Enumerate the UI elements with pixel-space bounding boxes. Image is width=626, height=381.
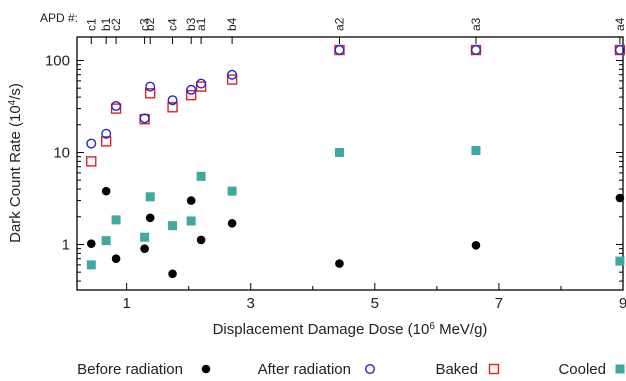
data-point xyxy=(111,215,121,225)
data-point xyxy=(186,196,196,205)
data-point xyxy=(186,84,197,95)
data-point xyxy=(335,259,344,268)
data-point xyxy=(86,260,96,270)
data-point xyxy=(101,128,112,139)
x-tick-label: 1 xyxy=(122,295,130,312)
data-point xyxy=(86,138,97,149)
y-axis-label-superscript: 4 xyxy=(7,99,18,105)
data-point xyxy=(615,256,625,266)
legend-swatch-baked xyxy=(488,363,500,375)
data-point xyxy=(196,78,207,89)
x-tick-label: 7 xyxy=(495,295,503,312)
top-tick-label-b1: b1 xyxy=(99,17,113,31)
data-point xyxy=(471,240,481,250)
data-point xyxy=(100,136,112,147)
legend-swatch-cooled xyxy=(615,364,625,374)
top-tick-label-b3: b3 xyxy=(184,17,198,31)
data-marks xyxy=(86,44,626,279)
data-point xyxy=(334,147,344,157)
data-point xyxy=(101,236,111,246)
top-tick-label-c4: c4 xyxy=(166,18,180,31)
data-point xyxy=(195,81,207,92)
data-point xyxy=(140,244,149,253)
data-point xyxy=(145,88,156,99)
legend-label-baked: Baked xyxy=(435,361,478,378)
legend: Before radiation After radiation Baked C… xyxy=(77,361,625,378)
x-tick-label: 5 xyxy=(371,295,379,312)
legend-label-cooled: Cooled xyxy=(558,361,606,378)
legend-swatch-before-radiation xyxy=(201,364,211,374)
data-point xyxy=(186,216,196,226)
top-tick-label-a2: a2 xyxy=(332,17,346,31)
legend-label-before: Before radiation xyxy=(77,361,183,378)
series-baked xyxy=(86,44,626,167)
data-point xyxy=(227,218,237,228)
top-tick-label-a4: a4 xyxy=(613,17,626,31)
top-tick-label-c3: c3 xyxy=(138,18,152,31)
data-point xyxy=(139,113,150,124)
x-tick-label: 3 xyxy=(247,295,255,312)
series-after-radiation xyxy=(86,45,625,149)
top-tick-label-b4: b4 xyxy=(225,17,239,31)
data-point xyxy=(196,235,206,245)
data-point xyxy=(167,102,178,113)
series-cooled xyxy=(86,146,625,270)
y-tick-label: 100 xyxy=(45,52,70,69)
plot-frame xyxy=(76,36,624,291)
data-point xyxy=(196,171,206,181)
data-point xyxy=(86,239,96,248)
data-point xyxy=(470,45,481,56)
data-point xyxy=(168,221,178,231)
data-point xyxy=(226,74,238,85)
legend-swatch-after-radiation xyxy=(365,364,376,375)
data-point xyxy=(86,156,97,167)
x-axis-label-tail: MeV/g) xyxy=(435,321,488,338)
data-point xyxy=(101,186,111,196)
data-point xyxy=(110,103,122,114)
data-point xyxy=(145,81,156,92)
data-point xyxy=(227,69,238,80)
y-axis-label: Dark Count Rate (104/s) xyxy=(7,83,25,243)
top-tick-label-b2: b2 xyxy=(143,17,157,31)
data-point xyxy=(227,186,237,196)
top-tick-label-c2: c2 xyxy=(109,18,123,31)
data-point xyxy=(145,192,155,202)
data-point xyxy=(185,89,197,101)
y-axis-label-tail: /s) xyxy=(7,83,24,100)
series-before-radiation xyxy=(86,186,625,279)
data-point xyxy=(145,213,155,223)
data-point xyxy=(614,45,625,56)
top-axis-title: APD #: xyxy=(40,11,78,25)
top-tick-label-c1: c1 xyxy=(84,18,98,31)
x-tick-label: 9 xyxy=(619,295,626,312)
legend-label-after: After radiation xyxy=(258,361,351,378)
data-point xyxy=(111,254,121,264)
x-axis-label-superscript: 6 xyxy=(429,321,435,332)
data-point xyxy=(168,269,177,279)
top-tick-label-a3: a3 xyxy=(469,17,483,31)
y-tick-label: 10 xyxy=(53,144,70,161)
data-point xyxy=(334,45,345,56)
data-point xyxy=(140,232,150,242)
data-point xyxy=(615,193,625,203)
data-point xyxy=(111,101,122,112)
y-axis-label-main: Dark Count Rate (10 xyxy=(7,105,24,243)
data-point xyxy=(471,146,481,156)
data-point xyxy=(167,95,178,106)
x-axis-label: Displacement Damage Dose (106 MeV/g) xyxy=(213,321,488,339)
y-tick-label: 1 xyxy=(62,236,70,253)
x-axis-label-main: Displacement Damage Dose (10 xyxy=(213,321,430,338)
top-tick-label-a1: a1 xyxy=(194,17,208,31)
